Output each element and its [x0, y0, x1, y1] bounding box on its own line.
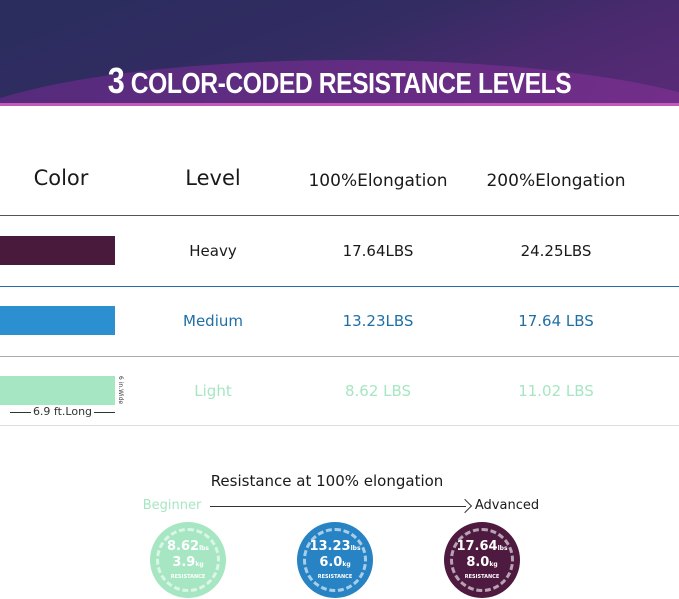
ring-icon — [450, 528, 514, 592]
arrow-line — [210, 506, 466, 507]
column-header-100: 100%Elongation — [308, 171, 448, 191]
level-light: Light — [194, 382, 232, 400]
color-swatch-medium — [0, 306, 115, 335]
ring-icon — [303, 528, 367, 592]
resistance-badge-medium: 13.23lbs 6.0kg RESISTANCE — [297, 522, 373, 598]
heavy-100: 17.64LBS — [342, 242, 414, 260]
length-dimension: 6.9 ft.Long — [10, 405, 115, 418]
column-header-color: Color — [33, 166, 89, 190]
length-label: 6.9 ft.Long — [30, 405, 95, 418]
row-divider — [0, 286, 679, 287]
heavy-200: 24.25LBS — [520, 242, 592, 260]
header-banner: 3 COLOR-CODED RESISTANCE LEVELS — [0, 0, 679, 106]
scale-start-label: Beginner — [142, 498, 202, 513]
column-header-200: 200%Elongation — [486, 171, 626, 191]
medium-100: 13.23LBS — [342, 312, 414, 330]
level-heavy: Heavy — [189, 242, 237, 260]
color-swatch-heavy — [0, 236, 115, 265]
row-divider — [0, 356, 679, 357]
level-medium: Medium — [183, 312, 243, 330]
resistance-badge-heavy: 17.64lbs 8.0kg RESISTANCE — [444, 522, 520, 598]
header-divider — [0, 103, 679, 106]
ring-icon — [156, 528, 220, 592]
medium-200: 17.64 LBS — [518, 312, 594, 330]
header-divider-line — [0, 215, 679, 216]
light-200: 11.02 LBS — [518, 382, 594, 400]
scale-title: Resistance at 100% elongation — [210, 472, 444, 490]
scale-end-label: Advanced — [474, 498, 540, 513]
resistance-badge-light: 8.62lbs 3.9kg RESISTANCE — [150, 522, 226, 598]
light-100: 8.62 LBS — [344, 382, 412, 400]
arrow-head-icon — [457, 498, 473, 514]
width-label: 6 in.Wide — [117, 376, 124, 405]
page-title: 3 COLOR-CODED RESISTANCE LEVELS — [107, 60, 572, 101]
row-divider — [0, 425, 679, 426]
column-header-level: Level — [185, 166, 241, 190]
color-swatch-light — [0, 376, 115, 405]
